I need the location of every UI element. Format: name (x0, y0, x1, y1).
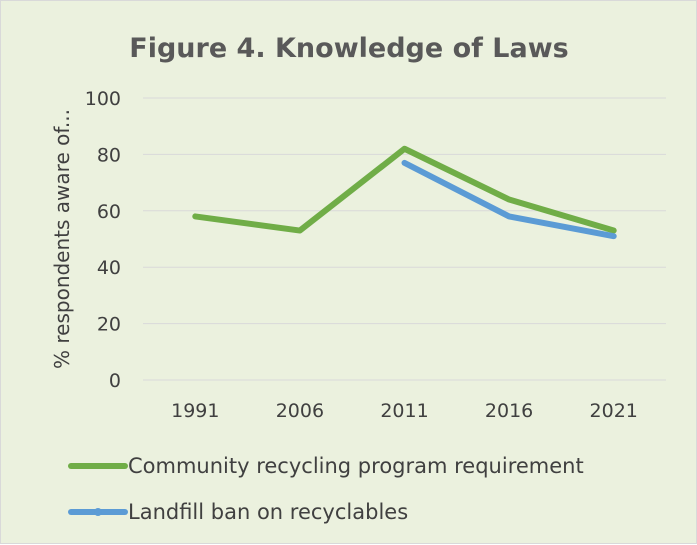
x-tick-label: 2021 (590, 400, 638, 422)
y-tick-label: 60 (97, 201, 121, 223)
y-tick-label: 40 (97, 257, 121, 279)
data-point (297, 228, 302, 233)
data-point (507, 214, 512, 219)
y-axis-label: % respondents aware of... (50, 109, 74, 369)
x-tick-label: 1991 (171, 400, 219, 422)
data-point (611, 228, 616, 233)
data-point (402, 160, 407, 165)
data-point (611, 234, 616, 239)
legend-marker (94, 508, 102, 516)
legend-label: Landfill ban on recyclables (128, 500, 408, 524)
series-lines (192, 145, 617, 240)
chart-title: Figure 4. Knowledge of Laws (129, 33, 568, 64)
x-tick-label: 2011 (380, 400, 428, 422)
legend: Community recycling program requirement L… (68, 454, 584, 524)
data-point (402, 146, 407, 151)
x-tick-label: 2006 (276, 400, 324, 422)
legend-item-1: Landfill ban on recyclables (68, 500, 408, 524)
gridlines (143, 97, 666, 381)
y-tick-label: 0 (109, 370, 121, 392)
x-axis-ticks: 1991 2006 2011 2016 2021 (171, 400, 638, 422)
y-tick-label: 20 (97, 314, 121, 336)
y-axis-ticks: 0 20 40 60 80 100 (85, 88, 121, 392)
y-tick-label: 80 (97, 144, 121, 166)
y-tick-label: 100 (85, 88, 121, 110)
legend-item-0: Community recycling program requirement (68, 454, 584, 478)
legend-label: Community recycling program requirement (128, 454, 584, 478)
data-point (193, 214, 198, 219)
x-tick-label: 2016 (485, 400, 533, 422)
data-point (507, 197, 512, 202)
